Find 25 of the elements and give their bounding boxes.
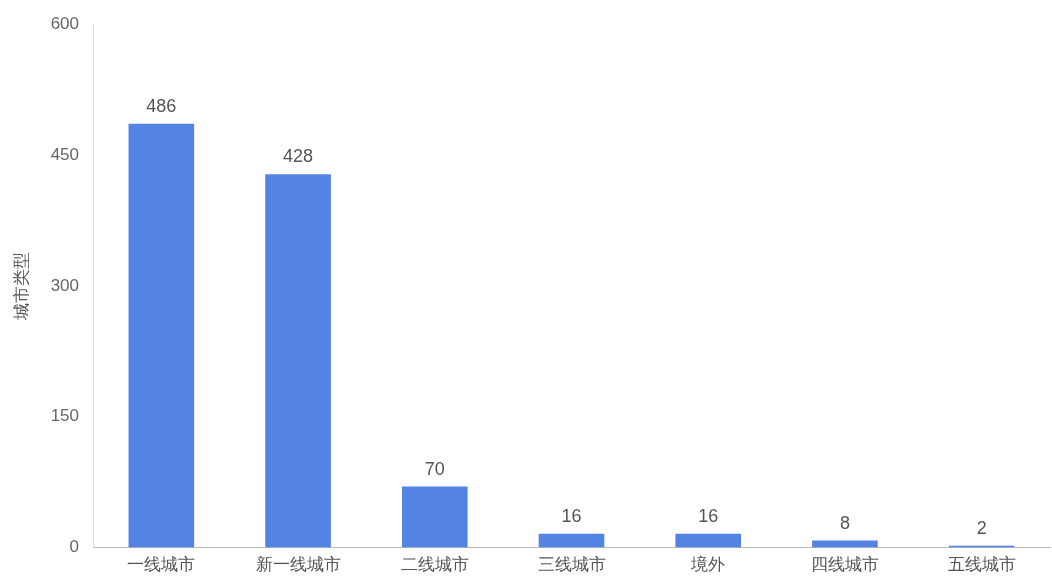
data-label: 70: [424, 458, 445, 479]
data-label: 8: [839, 512, 850, 533]
y-tick-label: 300: [50, 275, 79, 295]
bar: [265, 174, 331, 548]
y-axis-title: 城市类型: [11, 251, 31, 321]
y-tick-label: 450: [50, 144, 79, 164]
x-tick-label: 四线城市: [810, 555, 879, 575]
x-tick-label: 五线城市: [947, 555, 1016, 575]
x-tick-label: 新一线城市: [255, 555, 341, 575]
data-label: 16: [698, 505, 719, 526]
x-tick-label: 二线城市: [400, 555, 469, 575]
bar: [675, 533, 742, 548]
x-tick-label: 境外: [690, 555, 726, 575]
x-tick-label: 一线城市: [127, 555, 196, 575]
data-label: 16: [561, 505, 582, 526]
y-tick-label: 150: [50, 406, 79, 426]
bar: [538, 533, 605, 548]
y-tick-label: 0: [69, 537, 79, 557]
x-tick-label: 三线城市: [537, 555, 606, 575]
data-label: 2: [976, 517, 987, 538]
data-label: 428: [283, 146, 314, 167]
data-label: 486: [146, 95, 177, 116]
bar: [401, 486, 468, 548]
bar: [128, 123, 195, 548]
y-tick-label: 600: [50, 13, 79, 33]
